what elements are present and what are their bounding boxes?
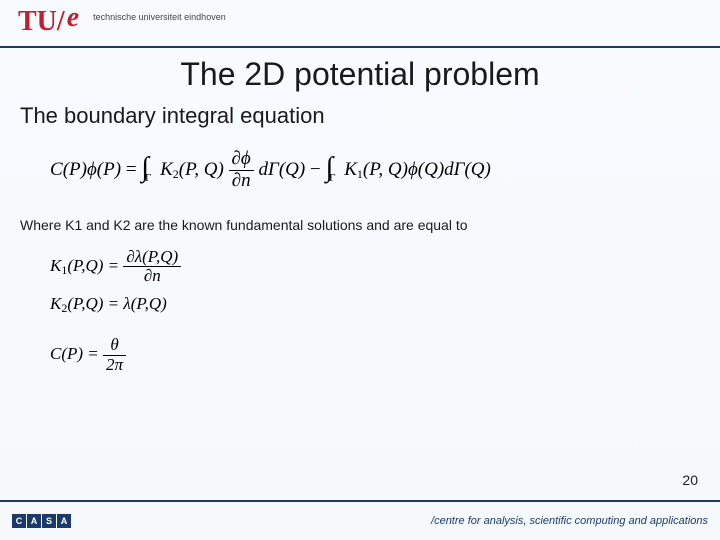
slide-content: The 2D potential problem The boundary in… — [0, 48, 720, 375]
slide-title: The 2D potential problem — [20, 56, 700, 93]
eq-minus: − — [305, 159, 325, 180]
cp-num: θ — [103, 336, 126, 356]
slide-subtitle: The boundary integral equation — [20, 103, 700, 129]
cp-den: 2π — [103, 356, 126, 375]
eq-equals: = — [121, 159, 141, 180]
eq-den: ∂n — [229, 171, 254, 192]
equation-k2: K2(P,Q) = λ(P,Q) — [50, 294, 700, 314]
header: TU/ e technische universiteit eindhoven — [0, 0, 720, 48]
eq-k1-sub: 1 — [357, 167, 363, 181]
eq-k2: K — [160, 159, 173, 180]
logo-e: e — [67, 2, 79, 34]
k2-sub: 2 — [61, 301, 67, 315]
casa-c: C — [12, 514, 26, 528]
eq-pq: (P, Q) — [179, 159, 224, 180]
k1-fraction: ∂λ(P,Q) ∂n — [123, 248, 181, 286]
eq-phi: ϕ — [87, 159, 97, 180]
eq-fraction-dphi: ∂ϕ ∂n — [229, 149, 254, 192]
eq-phi-q: ϕ(Q) — [408, 159, 444, 180]
page-number: 20 — [682, 472, 698, 488]
eq-dgamma: dΓ(Q) — [259, 159, 306, 180]
equation-k1: K1(P,Q) = ∂λ(P,Q) ∂n — [50, 248, 700, 286]
k2-lhs: K — [50, 294, 61, 313]
eq-k1: K — [344, 159, 357, 180]
cp-lhs: C(P) = — [50, 344, 103, 363]
university-logo: TU/ e technische universiteit eindhoven — [18, 6, 226, 38]
k1-args: (P,Q) = — [67, 256, 123, 275]
eq-pq-2: (P, Q) — [363, 159, 408, 180]
k1-den: ∂n — [123, 267, 181, 286]
eq-c: C — [50, 159, 63, 180]
note-text: Where K1 and K2 are the known fundamenta… — [20, 217, 700, 233]
casa-a: A — [27, 514, 41, 528]
casa-a2: A — [57, 514, 71, 528]
k1-lhs: K — [50, 256, 61, 275]
eq-gamma-sub: Γ — [145, 172, 151, 184]
k2-args: (P,Q) = λ(P,Q) — [67, 294, 166, 313]
cp-fraction: θ 2π — [103, 336, 126, 374]
logo-subtitle: technische universiteit eindhoven — [93, 12, 226, 22]
eq-p2: (P) — [97, 159, 121, 180]
main-equation: C(P)ϕ(P) = ∫Γ K2(P, Q) ∂ϕ ∂n dΓ(Q) − ∫Γ … — [50, 149, 700, 192]
k1-num: ∂λ(P,Q) — [123, 248, 181, 268]
casa-logo: C A S A — [12, 514, 71, 528]
eq-gamma-sub-2: Γ — [329, 172, 335, 184]
equation-cp: C(P) = θ 2π — [50, 336, 700, 374]
logo-text: TU/ — [18, 6, 65, 38]
footer-bar: C A S A /centre for analysis, scientific… — [0, 502, 720, 540]
eq-p: (P) — [63, 159, 87, 180]
k1-sub: 1 — [61, 263, 67, 277]
casa-s: S — [42, 514, 56, 528]
eq-num: ∂ϕ — [229, 149, 254, 171]
eq-k2-sub: 2 — [173, 167, 179, 181]
footer-text: /centre for analysis, scientific computi… — [431, 515, 708, 527]
footer: C A S A /centre for analysis, scientific… — [0, 500, 720, 540]
eq-dgamma-2: dΓ(Q) — [444, 159, 491, 180]
